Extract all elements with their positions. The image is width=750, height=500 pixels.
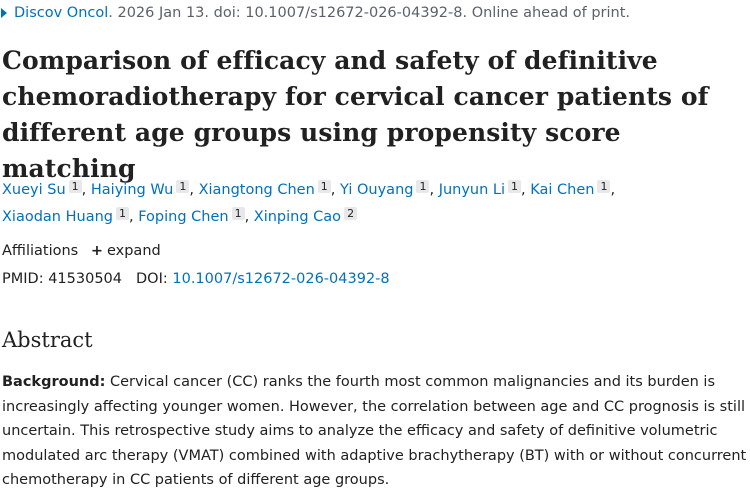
affiliation-number-button[interactable]: 2 [344,207,358,220]
author-name-link[interactable]: Xiaodan Huang [2,209,113,225]
affiliation-number-button[interactable]: 1 [176,180,190,193]
author-item: Kai Chen 1, [530,180,616,198]
author-name-link[interactable]: Junyun Li [438,182,506,198]
background-label: Background: [2,374,106,390]
author-name-link[interactable]: Xiangtong Chen [198,182,315,198]
caret-right-icon [1,8,7,18]
doi-link[interactable]: 10.1007/s12672-026-04392-8 [172,271,390,287]
author-name-link[interactable]: Haiying Wu [90,182,174,198]
author-item: Xiangtong Chen 1, [198,180,341,198]
plus-icon: + [90,243,103,259]
journal-link[interactable]: Discov Oncol [14,5,109,21]
background-text: Cervical cancer (CC) ranks the fourth mo… [2,374,747,488]
affiliation-number-button[interactable]: 1 [508,180,522,193]
author-item: Xinping Cao 2 [253,207,358,225]
affiliation-number-button[interactable]: 1 [597,180,611,193]
affiliation-number-button[interactable]: 1 [68,180,82,193]
author-name-link[interactable]: Xinping Cao [253,209,342,225]
author-item: Foping Chen 1, [138,207,254,225]
affiliation-number-button[interactable]: 1 [115,207,129,220]
author-name-link[interactable]: Xueyi Su [2,182,66,198]
author-name-link[interactable]: Yi Ouyang [340,182,414,198]
expand-label: expand [106,243,161,259]
author-item: Xiaodan Huang 1, [2,207,139,225]
author-item: Yi Ouyang 1, [340,180,439,198]
identifiers-row: PMID: 41530504 DOI: 10.1007/s12672-026-04… [2,268,390,290]
citation-details: . 2026 Jan 13. doi: 10.1007/s12672-026-0… [108,5,631,21]
affiliations-row: Affiliations + expand [2,240,161,262]
authors-list: Xueyi Su 1, Haiying Wu 1, Xiangtong Chen 1,… [2,177,747,231]
affiliation-number-button[interactable]: 1 [317,180,331,193]
article-title: Comparison of efficacy and safety of def… [2,46,709,183]
author-item: Xueyi Su 1, [2,180,91,198]
citation-line: Discov Oncol. 2026 Jan 13. doi: 10.1007/… [0,2,630,24]
doi-label: DOI: [136,271,168,287]
affiliation-number-button[interactable]: 1 [416,180,430,193]
author-name-link[interactable]: Foping Chen [138,209,229,225]
affiliation-number-button[interactable]: 1 [231,207,245,220]
abstract-background: Background: Cervical cancer (CC) ranks t… [2,370,750,493]
affiliations-label: Affiliations [2,243,79,259]
pmid-label: PMID: [2,271,44,287]
abstract-heading: Abstract [2,328,93,352]
author-item: Haiying Wu 1, [90,180,199,198]
affiliations-expand-button[interactable]: + expand [91,243,161,259]
author-name-link[interactable]: Kai Chen [530,182,595,198]
author-item: Junyun Li 1, [438,180,531,198]
pmid-value: 41530504 [48,271,123,287]
